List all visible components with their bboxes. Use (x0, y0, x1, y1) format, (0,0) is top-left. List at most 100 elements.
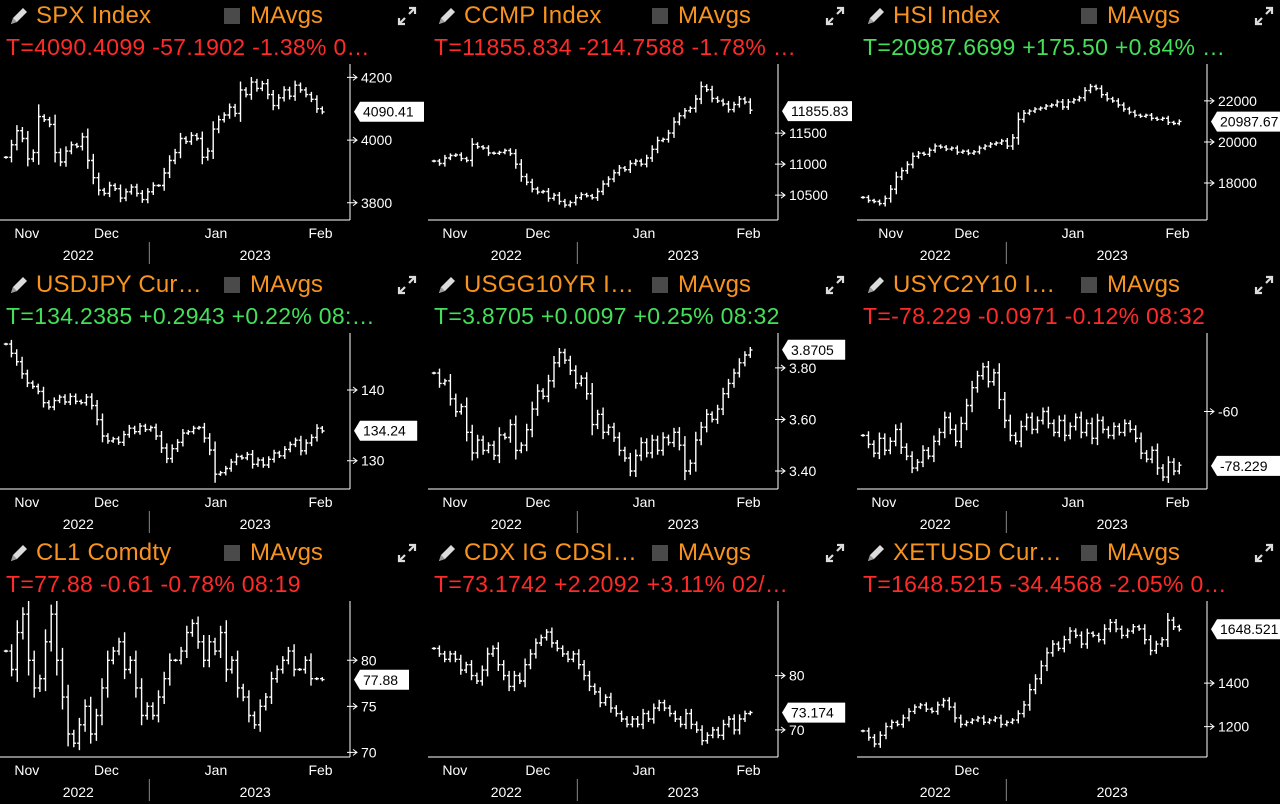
axis-lines (857, 333, 1208, 490)
axis-lines (428, 64, 779, 221)
expand-arrows-icon[interactable] (396, 274, 418, 296)
mavgs-label[interactable]: MAvgs (678, 271, 751, 298)
last-price-callout (354, 101, 424, 122)
mavgs-label[interactable]: MAvgs (678, 539, 751, 566)
pencil-icon[interactable] (436, 5, 458, 27)
x-month-label: Nov (442, 494, 467, 510)
x-month-label: Dec (525, 762, 550, 778)
checkbox-icon[interactable] (224, 277, 240, 293)
x-month-label: Nov (442, 762, 467, 778)
panel-header: CCMP Index MAvgs (428, 0, 852, 34)
y-tick-label: 4000 (361, 132, 392, 148)
checkbox-icon[interactable] (224, 545, 240, 561)
x-year-label: 2023 (1097, 516, 1128, 532)
expand-arrows-icon[interactable] (1253, 5, 1275, 27)
x-year-label: 2022 (920, 247, 951, 263)
last-price-callout (1211, 455, 1280, 476)
pencil-icon[interactable] (8, 5, 30, 27)
last-price-label: 11855.83 (791, 103, 849, 119)
security-title[interactable]: CCMP Index (464, 2, 602, 29)
price-chart[interactable]: 140 130 134.24 Nov Dec Jan Feb 2022 2023 (0, 333, 424, 535)
price-chart[interactable]: 11500 11000 10500 11855.83 Nov Dec Jan Feb 2022 2… (428, 64, 852, 266)
x-month-label: Dec (94, 225, 119, 241)
pencil-icon[interactable] (8, 542, 30, 564)
price-series-line (860, 83, 1182, 207)
x-year-label: 2022 (491, 516, 522, 532)
expand-arrows-icon[interactable] (824, 542, 846, 564)
quote-line: T=77.88 -0.61 -0.78% 08:19 (6, 571, 301, 597)
quote-line: T=11855.834 -214.7588 -1.78% … (434, 34, 797, 60)
expand-arrows-icon[interactable] (396, 5, 418, 27)
y-tick-label: 22000 (1218, 93, 1257, 109)
price-chart[interactable]: 4200 4000 3800 4090.41 Nov Dec Jan Feb 2022 2023 (0, 64, 424, 266)
price-chart[interactable]: -60 -78.229 Nov Dec Jan Feb 2022 2023 (857, 333, 1280, 535)
y-tick-label: 10500 (789, 187, 828, 203)
checkbox-icon[interactable] (1081, 277, 1097, 293)
security-title[interactable]: HSI Index (893, 2, 1001, 29)
x-year-label: 2023 (240, 516, 271, 532)
panel-header: SPX Index MAvgs (0, 0, 424, 34)
mavgs-label[interactable]: MAvgs (1107, 271, 1180, 298)
price-series-line (431, 81, 753, 208)
x-month-label: Jan (1062, 225, 1085, 241)
x-month-label: Jan (205, 494, 228, 510)
mavgs-label[interactable]: MAvgs (678, 2, 751, 29)
x-month-label: Feb (1165, 225, 1189, 241)
checkbox-icon[interactable] (1081, 545, 1097, 561)
x-year-label: 2023 (668, 516, 699, 532)
pencil-icon[interactable] (436, 542, 458, 564)
axis-lines (428, 333, 779, 490)
security-title[interactable]: USGG10YR I… (464, 271, 635, 298)
price-series-line (3, 601, 325, 751)
y-tick-label: 3.80 (789, 360, 816, 376)
pencil-icon[interactable] (436, 274, 458, 296)
expand-arrows-icon[interactable] (1253, 542, 1275, 564)
pencil-icon[interactable] (865, 5, 887, 27)
last-price-label: 4090.41 (363, 104, 414, 120)
quote-line: T=20987.6699 +175.50 +0.84% … (863, 34, 1226, 60)
mavgs-label[interactable]: MAvgs (250, 271, 323, 298)
price-series-line (3, 339, 325, 483)
x-month-label: Dec (954, 762, 979, 778)
checkbox-icon[interactable] (652, 545, 668, 561)
y-tick-mark (775, 467, 786, 475)
x-month-label: Jan (633, 494, 656, 510)
panel-header: USDJPY Cur… MAvgs (0, 269, 424, 303)
price-chart[interactable]: 3.80 3.60 3.40 3.8705 Nov Dec Jan Feb 2022 2023 (428, 333, 852, 535)
checkbox-icon[interactable] (224, 8, 240, 24)
checkbox-icon[interactable] (652, 277, 668, 293)
expand-arrows-icon[interactable] (1253, 274, 1275, 296)
pencil-icon[interactable] (865, 542, 887, 564)
y-tick-mark (1204, 679, 1215, 687)
y-tick-mark (775, 364, 786, 372)
last-price-label: -78.229 (1220, 458, 1268, 474)
x-month-label: Dec (954, 494, 979, 510)
price-chart[interactable]: 80 75 70 77.88 Nov Dec Jan Feb 2022 2023 (0, 601, 424, 803)
y-tick-mark (347, 656, 358, 664)
y-tick-label: 4200 (361, 69, 392, 85)
security-title[interactable]: USDJPY Cur… (36, 271, 202, 298)
chart-panel: USDJPY Cur… MAvgs T=134.2385 +0.2943 +0.22… (0, 269, 424, 535)
checkbox-icon[interactable] (1081, 8, 1097, 24)
expand-arrows-icon[interactable] (396, 542, 418, 564)
security-title[interactable]: SPX Index (36, 2, 152, 29)
price-series-line (431, 347, 753, 481)
mavgs-label[interactable]: MAvgs (1107, 2, 1180, 29)
mavgs-label[interactable]: MAvgs (1107, 539, 1180, 566)
security-title[interactable]: CL1 Comdty (36, 539, 172, 566)
expand-arrows-icon[interactable] (824, 274, 846, 296)
expand-arrows-icon[interactable] (824, 5, 846, 27)
mavgs-label[interactable]: MAvgs (250, 539, 323, 566)
price-series-line (431, 627, 753, 746)
price-chart[interactable]: 22000 20000 18000 20987.67 Nov Dec Jan Feb 2022 2… (857, 64, 1280, 266)
mavgs-label[interactable]: MAvgs (250, 2, 323, 29)
pencil-icon[interactable] (8, 274, 30, 296)
security-title[interactable]: XETUSD Cur… (893, 539, 1062, 566)
security-title[interactable]: CDX IG CDSI… (464, 539, 638, 566)
checkbox-icon[interactable] (652, 8, 668, 24)
y-tick-label: 11000 (789, 156, 827, 172)
security-title[interactable]: USYC2Y10 I… (893, 271, 1056, 298)
pencil-icon[interactable] (865, 274, 887, 296)
